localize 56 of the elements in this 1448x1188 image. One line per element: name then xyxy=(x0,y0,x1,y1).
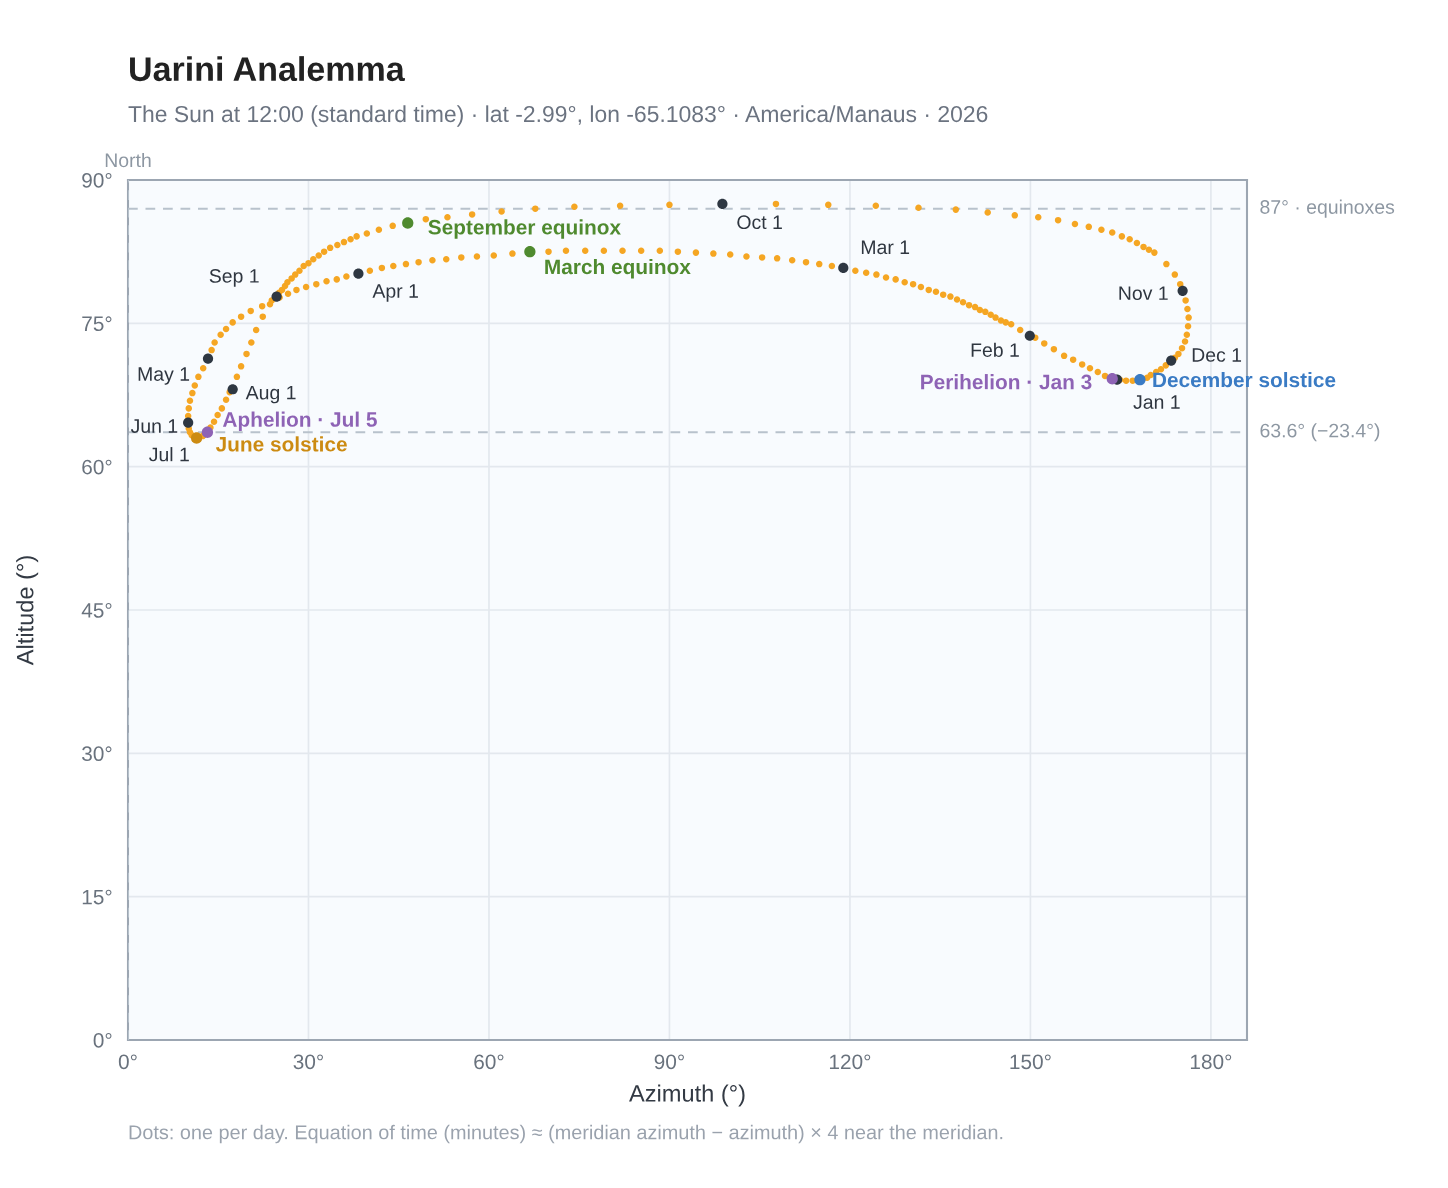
annotation: Apr 1 xyxy=(372,284,418,302)
x-tick-label: 0° xyxy=(118,1054,137,1070)
y-tick-label: 75° xyxy=(82,316,112,332)
point xyxy=(402,217,414,229)
x-axis-title: Azimuth (°) xyxy=(629,1084,745,1107)
annotation: May 1 xyxy=(138,367,190,385)
point xyxy=(353,268,364,279)
point xyxy=(1024,330,1035,341)
y-tick-label: 0° xyxy=(93,1033,112,1048)
point xyxy=(227,384,238,395)
point xyxy=(838,262,849,274)
y-tick-label: 90° xyxy=(82,173,112,188)
ref-line-label: 87° · equinoxes xyxy=(1260,199,1395,218)
annotation: Dec 1 xyxy=(1192,348,1242,362)
point xyxy=(183,417,194,428)
point xyxy=(1134,374,1146,386)
y-tick-label: 60° xyxy=(82,459,112,475)
y-tick-label: 45° xyxy=(81,603,112,618)
chart-subtitle: The Sun at 12:00 (standard time) · lat -2.99°, lon -65.1083° · America/Manaus · 2026 xyxy=(128,105,988,127)
series-label: June solstice xyxy=(215,436,347,452)
point xyxy=(717,198,728,209)
point xyxy=(1106,373,1118,385)
x-tick-label: 180° xyxy=(1190,1054,1232,1070)
point xyxy=(190,432,203,444)
chart-title: Uarini Analemma xyxy=(130,56,405,82)
point xyxy=(201,426,214,438)
x-tick-label: 90° xyxy=(654,1054,684,1070)
text: Dots: one per day. Equation of time (minutes) ≈ (meridian azimuth − azimuth) × 4 near the meridian. xyxy=(129,1124,1003,1144)
x-tick-label: 30° xyxy=(293,1054,323,1070)
point xyxy=(1177,285,1188,296)
y-axis-title: Altitude (°) xyxy=(16,556,39,666)
annotation: Jan 1 xyxy=(1133,395,1180,409)
point xyxy=(1166,355,1177,366)
y-tick-label: 30° xyxy=(82,746,112,762)
point xyxy=(524,246,536,258)
series-label: March equinox xyxy=(545,258,691,279)
x-tick-label: 150° xyxy=(1010,1054,1051,1070)
point xyxy=(202,353,214,364)
y-tick-label: 15° xyxy=(82,889,112,905)
annotation: Feb 1 xyxy=(971,342,1019,357)
series-label: Perihelion · Jan 3 xyxy=(921,374,1092,390)
ref-line-label: 63.6° (−23.4°) xyxy=(1260,423,1380,442)
x-tick-label: 60° xyxy=(474,1054,504,1070)
annotation: Jun 1 xyxy=(130,419,178,433)
x-tick-label: 120° xyxy=(829,1054,871,1070)
point xyxy=(271,291,282,302)
annotation: Jul 1 xyxy=(149,447,189,462)
series-label: December solstice xyxy=(1153,372,1336,388)
annotation: Mar 1 xyxy=(861,240,910,255)
ref-line-label: North xyxy=(105,152,151,168)
annotation: Oct 1 xyxy=(737,215,782,230)
series-label: Aphelion · Jul 5 xyxy=(222,411,377,431)
annotation: Nov 1 xyxy=(1119,286,1168,301)
series-label: September equinox xyxy=(428,219,621,239)
annotation: Aug 1 xyxy=(245,385,296,404)
annotation: Sep 1 xyxy=(209,269,259,287)
